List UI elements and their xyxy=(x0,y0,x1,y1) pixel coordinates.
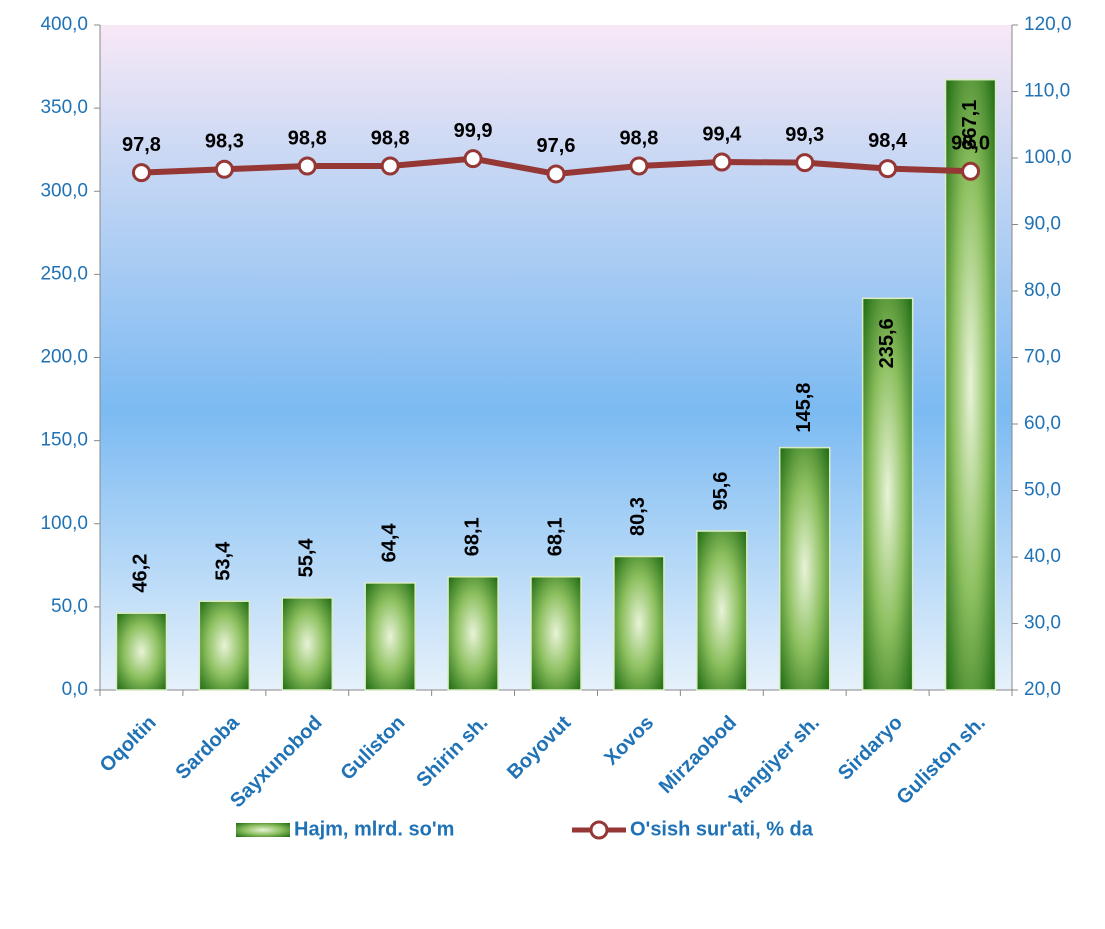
line-point xyxy=(961,161,981,181)
line-value-label: 97,8 xyxy=(122,134,161,156)
y-tick-label: 350,0 xyxy=(40,97,88,118)
x-tick-label: Oqoltin xyxy=(96,712,161,777)
bar-value-label: 80,3 xyxy=(627,497,649,536)
bar xyxy=(281,597,334,691)
y2-tick-label: 40,0 xyxy=(1024,546,1061,567)
y2-tick-label: 80,0 xyxy=(1024,280,1061,301)
line-value-label: 98,0 xyxy=(951,133,990,155)
line-value-label: 99,4 xyxy=(702,123,742,145)
line-value-label: 98,8 xyxy=(371,127,410,149)
line-value-label: 99,3 xyxy=(785,124,824,146)
x-tick-label: Shirin sh. xyxy=(412,712,492,792)
bar-value-label: 95,6 xyxy=(710,472,732,511)
line-point xyxy=(297,156,317,176)
x-tick-label: Xovos xyxy=(600,712,658,770)
legend-swatch-point xyxy=(589,820,609,840)
line-point xyxy=(131,163,151,183)
x-tick-label: Sardoba xyxy=(171,711,244,784)
bar-value-label: 68,1 xyxy=(544,517,566,556)
bar xyxy=(198,600,251,691)
line-point xyxy=(546,164,566,184)
bar-value-label: 64,4 xyxy=(378,523,400,563)
y2-tick-label: 70,0 xyxy=(1024,347,1061,368)
x-tick-label: Boyovut xyxy=(503,711,575,783)
y-tick-label: 300,0 xyxy=(40,180,88,201)
bar-value-label: 367,1 xyxy=(959,100,981,150)
line-value-label: 98,4 xyxy=(868,130,908,152)
y-tick-label: 50,0 xyxy=(51,596,88,617)
line-value-label: 98,8 xyxy=(619,127,658,149)
bar xyxy=(696,530,748,691)
bar xyxy=(613,555,665,691)
line-point xyxy=(878,159,898,179)
line-value-label: 97,6 xyxy=(537,135,576,157)
bar-value-label: 53,4 xyxy=(213,541,235,581)
y2-tick-label: 60,0 xyxy=(1024,413,1061,434)
bar-value-label: 235,6 xyxy=(876,318,898,368)
bar xyxy=(944,78,997,691)
line-value-label: 98,3 xyxy=(205,131,244,153)
bar xyxy=(778,446,831,691)
y2-tick-label: 90,0 xyxy=(1024,214,1061,235)
y2-tick-label: 50,0 xyxy=(1024,480,1061,501)
y-tick-label: 100,0 xyxy=(40,513,88,534)
line-point xyxy=(214,159,234,179)
line-point xyxy=(629,156,649,176)
x-tick-label: Guliston sh. xyxy=(893,712,990,809)
line-value-label: 99,9 xyxy=(454,120,493,142)
y2-tick-label: 100,0 xyxy=(1024,147,1072,168)
line-point xyxy=(463,149,483,169)
bar xyxy=(861,297,914,691)
bar xyxy=(115,612,168,691)
bar xyxy=(530,576,582,691)
line-point xyxy=(380,156,400,176)
bar xyxy=(364,582,416,691)
y2-tick-label: 30,0 xyxy=(1024,613,1061,634)
y-tick-label: 400,0 xyxy=(40,14,88,35)
x-tick-label: Sirdaryo xyxy=(834,712,907,785)
x-tick-label: Mirzaobod xyxy=(655,712,741,798)
x-tick-label: Guliston xyxy=(337,712,410,785)
y2-tick-label: 20,0 xyxy=(1024,679,1061,700)
y-tick-label: 200,0 xyxy=(40,347,88,368)
y-tick-label: 150,0 xyxy=(40,430,88,451)
bar-value-label: 145,8 xyxy=(793,383,815,433)
y2-tick-label: 120,0 xyxy=(1024,14,1072,35)
y2-tick-label: 110,0 xyxy=(1024,81,1070,102)
bar xyxy=(447,576,499,691)
line-point xyxy=(795,153,815,173)
legend-label: Hajm, mlrd. so'm xyxy=(294,818,454,840)
legend-swatch xyxy=(236,823,290,837)
bar-value-label: 46,2 xyxy=(130,554,152,593)
y-tick-label: 250,0 xyxy=(40,263,88,284)
legend-label: O'sish sur'ati, % da xyxy=(630,818,814,840)
line-value-label: 98,8 xyxy=(288,127,327,149)
line-point xyxy=(712,152,732,172)
bar-value-label: 55,4 xyxy=(296,538,318,578)
y-tick-label: 0,0 xyxy=(62,679,88,700)
bar-value-label: 68,1 xyxy=(461,517,483,556)
